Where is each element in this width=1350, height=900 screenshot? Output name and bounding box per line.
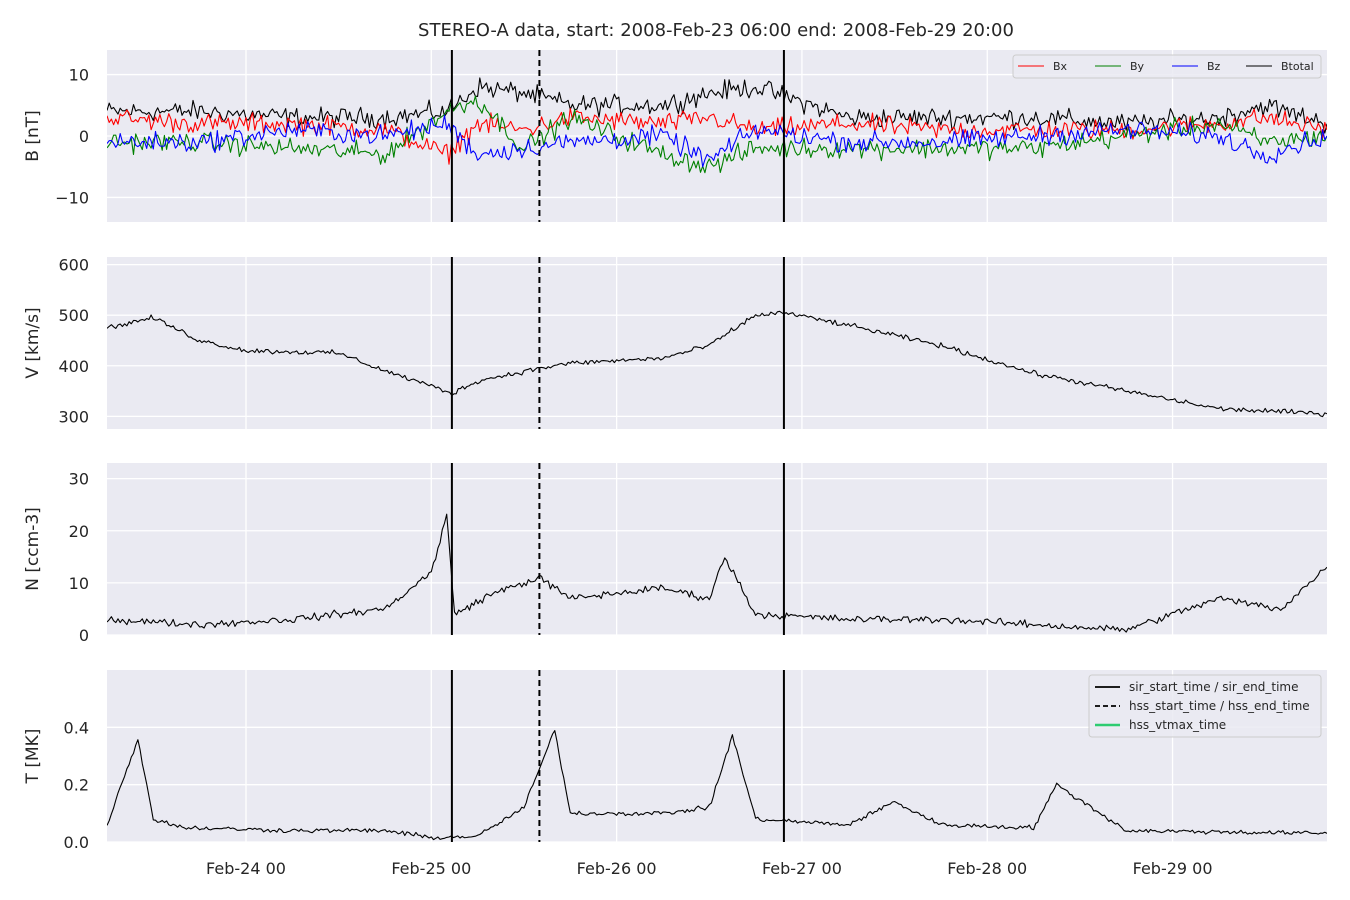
series-line-Bx (107, 107, 1327, 165)
panel-background (107, 257, 1327, 429)
y-axis-label: B [nT] (23, 110, 43, 162)
y-tick-label: −10 (55, 188, 89, 207)
series-group (107, 77, 1327, 174)
y-tick-label: 400 (58, 357, 89, 376)
series-line-Bz (107, 114, 1327, 168)
legend-frame (1012, 54, 1322, 79)
y-tick-label: 600 (58, 256, 89, 275)
series-group (107, 310, 1327, 418)
y-tick-label: 0.2 (64, 776, 89, 795)
legend-label-event: hss_start_time / hss_end_time (1129, 699, 1310, 713)
y-axis-label: N [ccm-3] (23, 507, 43, 591)
panel-B: −10 0 10 B [nT] Bx By Bz Btotal (23, 50, 1327, 222)
panel-N: 0 10 20 30 N [ccm-3] (23, 463, 1327, 645)
legend-label-Bx: Bx (1053, 60, 1068, 73)
y-tick-label: 0.4 (64, 718, 89, 737)
x-tick-label: Feb-26 00 (577, 859, 657, 878)
y-tick-label: 0 (79, 626, 89, 645)
panel-T: 0.0 0.2 0.4 T [MK] Feb-24 00 Feb-25 00 Feb-26 … (23, 670, 1327, 878)
y-tick-label: 20 (69, 522, 89, 541)
x-tick-label: Feb-29 00 (1133, 859, 1213, 878)
series-line-By (107, 95, 1327, 174)
y-tick-label: 10 (69, 574, 89, 593)
series-group (107, 730, 1327, 841)
series-line-T (107, 730, 1327, 841)
legend-label-Btotal: Btotal (1281, 60, 1314, 73)
x-tick-label: Feb-28 00 (947, 859, 1027, 878)
legend-frame (1088, 674, 1322, 738)
chart-title: STEREO-A data, start: 2008-Feb-23 06:00 … (418, 20, 1014, 41)
y-axis-label: V [km/s] (23, 307, 43, 378)
x-tick-label: Feb-25 00 (391, 859, 471, 878)
legend-label-event: hss_vtmax_time (1129, 718, 1226, 732)
legend-label-By: By (1130, 60, 1145, 73)
x-tick-label: Feb-27 00 (762, 859, 842, 878)
y-tick-label: 300 (58, 407, 89, 426)
y-axis-label: T [MK] (23, 729, 43, 785)
y-tick-label: 0 (79, 127, 89, 146)
y-tick-label: 30 (69, 470, 89, 489)
y-tick-label: 0.0 (64, 833, 89, 852)
panel-background (107, 463, 1327, 635)
panel-V: 300 400 500 600 V [km/s] (23, 256, 1327, 429)
legend-b: Bx By Bz Btotal (1012, 54, 1322, 79)
y-tick-label: 10 (69, 66, 89, 85)
legend-label-event: sir_start_time / sir_end_time (1129, 680, 1299, 694)
legend-events: sir_start_time / sir_end_time hss_start_t… (1088, 674, 1322, 738)
series-line-N (107, 513, 1327, 633)
x-tick-label: Feb-24 00 (206, 859, 286, 878)
legend-label-Bz: Bz (1207, 60, 1221, 73)
series-group (107, 513, 1327, 633)
y-tick-label: 500 (58, 306, 89, 325)
series-line-V (107, 310, 1327, 418)
series-line-Btotal (107, 77, 1327, 134)
